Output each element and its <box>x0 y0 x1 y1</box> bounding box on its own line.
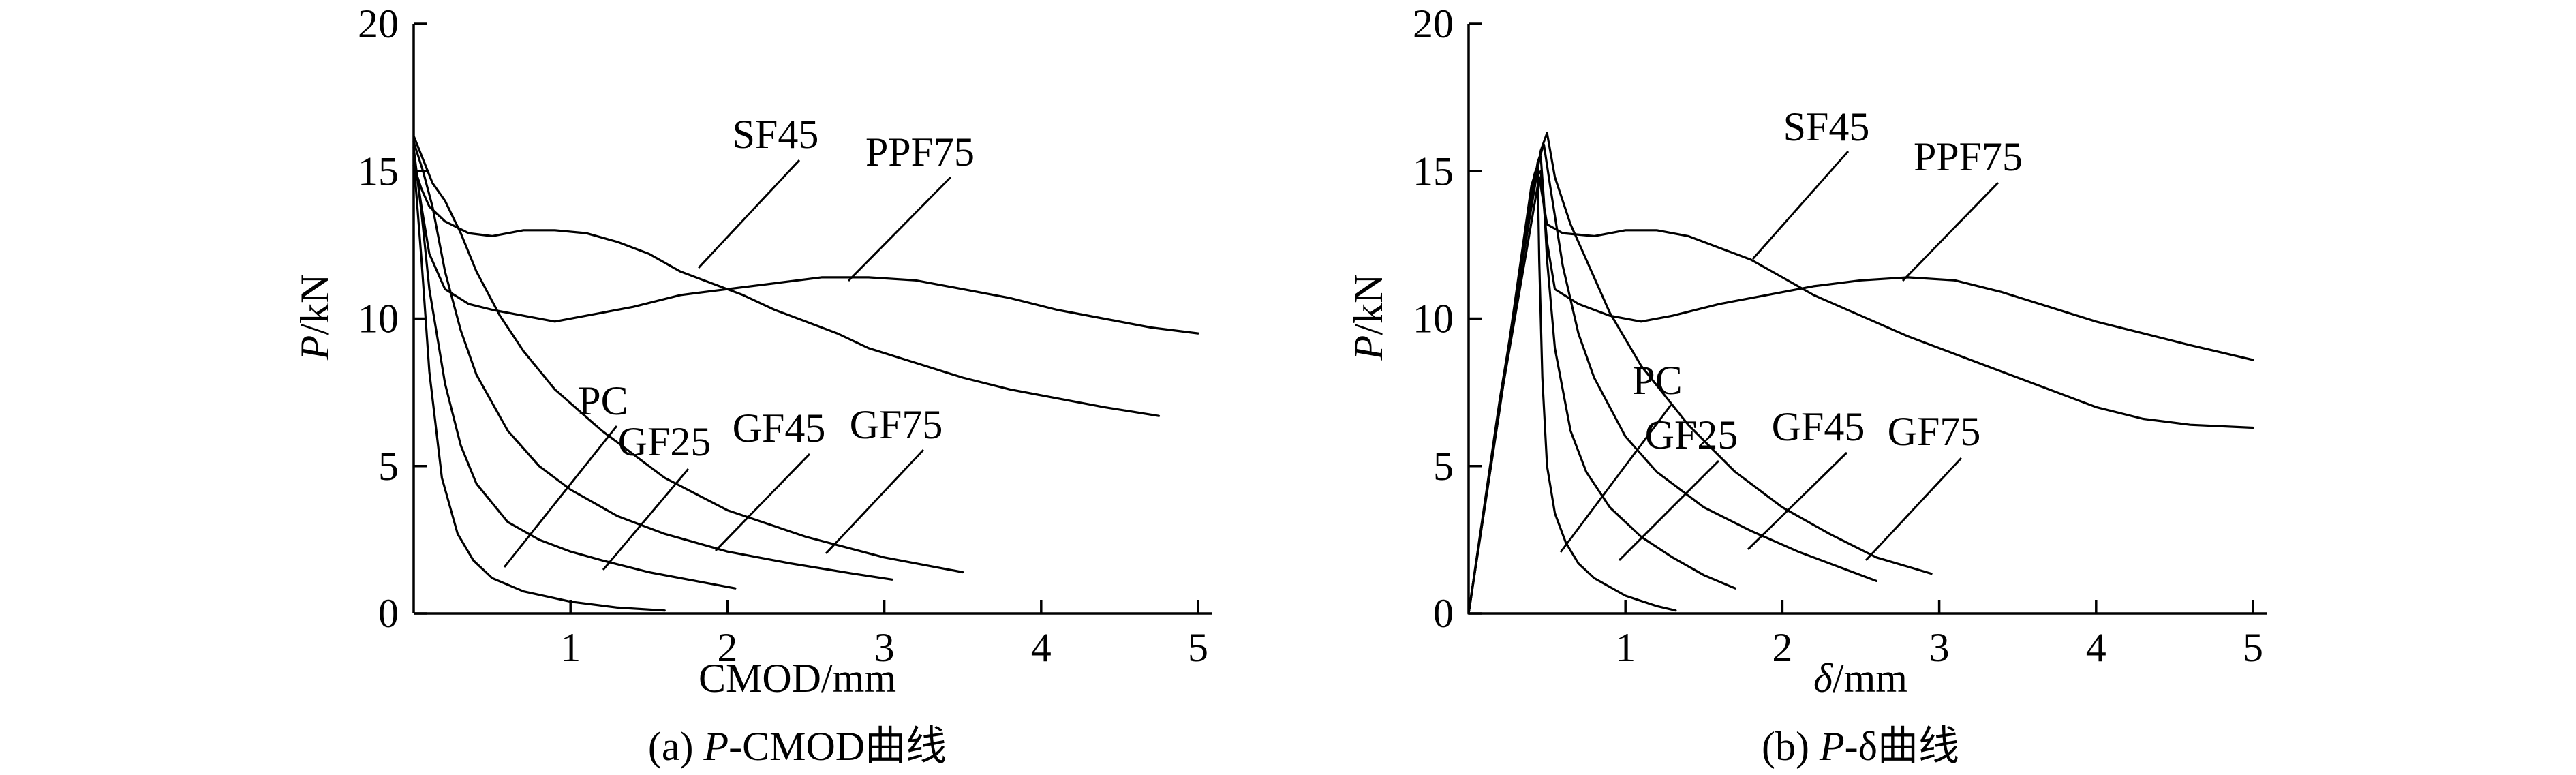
caption-suffix: -CMOD曲线 <box>729 724 947 769</box>
panel-caption: (b) P-δ曲线 <box>1762 724 1959 769</box>
y-tick-label: 15 <box>1413 149 1454 194</box>
x-tick-label: 5 <box>2243 625 2263 670</box>
caption-prefix: (a) <box>648 724 704 769</box>
series-line-gf25 <box>1467 155 1736 615</box>
y-tick-label: 10 <box>358 297 399 341</box>
series-label-gf45: GF45 <box>1772 404 1865 449</box>
y-tick-label: 0 <box>378 591 399 636</box>
y-axis-title-unit: /kN <box>1346 274 1391 335</box>
series-line-sf45 <box>1467 176 2254 615</box>
y-axis-title-var: P <box>1346 335 1391 361</box>
leader-line-pc <box>503 425 618 568</box>
y-tick-label: 20 <box>1413 1 1454 46</box>
series-label-gf75: GF75 <box>1888 409 1981 454</box>
x-tick-label: 2 <box>1772 625 1792 670</box>
leader-line-gf25 <box>602 468 690 571</box>
series-line-gf75 <box>1467 132 1933 615</box>
caption-prefix: (b) <box>1762 724 1820 769</box>
x-tick-label: 4 <box>2086 625 2106 670</box>
y-axis-title: P/kN <box>292 274 337 361</box>
series-line-ppf75 <box>412 152 1199 335</box>
series-line-gf25 <box>412 147 737 590</box>
leader-line-ppf75 <box>847 176 952 282</box>
leader-line-gf25 <box>1618 459 1720 562</box>
series-line-gf75 <box>412 134 964 574</box>
x-axis-title-var: δ <box>1813 656 1833 701</box>
leader-line-gf75 <box>1865 457 1963 562</box>
leader-line-sf45 <box>1751 151 1850 260</box>
y-axis-title: P/kN <box>1346 274 1391 361</box>
leader-line-ppf75 <box>1901 181 1999 282</box>
series-label-gf75: GF75 <box>850 402 943 447</box>
y-axis-title-var: P <box>292 335 337 361</box>
leader-line-sf45 <box>697 159 801 269</box>
x-axis-title-unit: /mm <box>1833 656 1907 701</box>
caption-var: P <box>703 724 729 769</box>
x-axis-title: δ/mm <box>1813 656 1907 701</box>
caption-suffix: -δ曲线 <box>1845 724 1959 769</box>
y-tick-label: 0 <box>1433 591 1454 636</box>
leader-line-pc <box>1559 404 1672 553</box>
y-tick-label: 20 <box>358 1 399 46</box>
x-tick-label: 2 <box>717 625 737 670</box>
series-line-ppf75 <box>1467 170 2254 615</box>
series-label-sf45: SF45 <box>1783 104 1870 149</box>
x-tick-label: 3 <box>874 625 895 670</box>
y-tick-label: 5 <box>1433 444 1454 489</box>
series-label-gf45: GF45 <box>733 406 826 451</box>
panel-caption: (a) P-CMOD曲线 <box>648 724 947 769</box>
x-axis-title-unit: CMOD/mm <box>699 656 896 701</box>
series-label-sf45: SF45 <box>733 112 819 157</box>
series-label-gf25: GF25 <box>618 419 711 464</box>
leader-line-gf45 <box>714 453 811 552</box>
leader-line-gf75 <box>825 449 925 555</box>
x-axis-title: CMOD/mm <box>699 656 896 701</box>
leader-line-gf45 <box>1747 451 1848 551</box>
x-tick-label: 5 <box>1188 625 1208 670</box>
series-label-gf25: GF25 <box>1645 412 1738 457</box>
y-tick-label: 15 <box>358 149 399 194</box>
x-tick-label: 3 <box>1929 625 1950 670</box>
y-tick-label: 10 <box>1413 297 1454 341</box>
series-line-pc <box>412 158 666 612</box>
x-tick-label: 1 <box>1615 625 1636 670</box>
caption-var: P <box>1819 724 1845 769</box>
series-line-sf45 <box>412 164 1161 417</box>
series-line-gf45 <box>412 140 893 581</box>
series-label-ppf75: PPF75 <box>865 130 975 174</box>
x-tick-label: 1 <box>560 625 581 670</box>
y-axis-title-unit: /kN <box>292 274 337 335</box>
y-tick-label: 5 <box>378 444 399 489</box>
x-tick-label: 4 <box>1031 625 1052 670</box>
series-label-ppf75: PPF75 <box>1914 134 2023 179</box>
